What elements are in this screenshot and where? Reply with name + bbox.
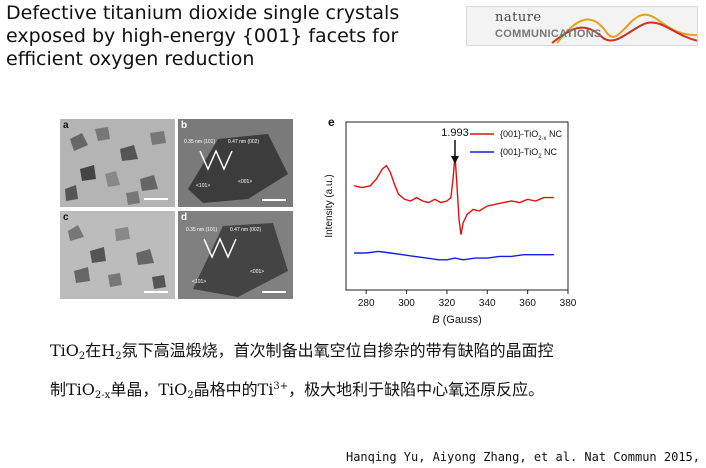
panel-d-annotation-1: 0.35 nm (101) bbox=[186, 227, 218, 233]
panel-d-annotation-2: 0.47 nm (002) bbox=[230, 227, 262, 233]
panel-label-b: b bbox=[181, 120, 188, 131]
plot-frame bbox=[345, 121, 569, 291]
micrograph-c-image bbox=[60, 211, 175, 299]
tem-micrograph-figure: a b 0.35 nm (101) 0.47 nm (002) <101> <0… bbox=[60, 119, 294, 300]
logo-wave-graphic bbox=[551, 13, 697, 44]
panel-label-e: e bbox=[328, 115, 335, 129]
peak-annotation-label: 1.993 bbox=[441, 127, 469, 139]
logo-word-communications: COMMUNICATIONS bbox=[495, 28, 602, 40]
citation: Hanqing Yu, Aiyong Zhang, et al. Nat Com… bbox=[345, 450, 700, 464]
desc-sub-2a: 2 bbox=[78, 351, 86, 362]
legend-label-subscript: 2-x bbox=[538, 136, 546, 142]
panel-d-annotation-4: <001> bbox=[250, 269, 265, 275]
x-tick-label: 320 bbox=[439, 298, 456, 309]
epr-spectrum-chart: 280 300 320 340 360 380 B (Gauss) Intensity (a.… bbox=[318, 110, 608, 330]
x-tick-label: 360 bbox=[519, 298, 536, 309]
x-tick-label: 380 bbox=[560, 298, 577, 309]
desc-l2-d: ，极大地利于缺陷中心氧还原反应。 bbox=[288, 380, 545, 399]
micrograph-panel-a: a bbox=[60, 119, 175, 207]
legend-label-0: {001}-TiO2-x NC bbox=[500, 129, 563, 142]
panel-d-annotation-3: <101> bbox=[192, 279, 207, 285]
x-axis-label-unit: (Gauss) bbox=[440, 314, 482, 326]
slide-title: Defective titanium dioxide single crysta… bbox=[6, 2, 400, 70]
desc-sup-3: 3+ bbox=[273, 381, 289, 392]
desc-l1-c: 氛下高温煅烧，首次制备出氧空位自掺杂的带有缺陷的晶面控 bbox=[121, 341, 554, 360]
panel-label-c: c bbox=[63, 212, 69, 223]
panel-b-annotation-3: <101> bbox=[196, 183, 211, 189]
x-axis-label-symbol: B bbox=[432, 314, 439, 326]
chinese-description: TiO2在H2氛下高温煅烧，首次制备出氧空位自掺杂的带有缺陷的晶面控 制TiO2… bbox=[50, 336, 670, 411]
panel-label-d: d bbox=[181, 212, 188, 223]
desc-l2-c: 晶格中的Ti bbox=[193, 380, 274, 399]
peak-arrow-head bbox=[450, 156, 459, 164]
legend-label-1: {001}-TiO2 NC bbox=[500, 147, 558, 160]
y-axis-label: Intensity (a.u.) bbox=[324, 174, 335, 237]
panel-b-annotation-2: 0.47 nm (002) bbox=[228, 139, 260, 145]
micrograph-d-image bbox=[178, 211, 293, 299]
series-line-1 bbox=[354, 250, 554, 261]
desc-sub-2x: 2-x bbox=[94, 390, 111, 401]
desc-sub-2b: 2 bbox=[115, 351, 122, 362]
description-line-2: 制TiO2-x单晶，TiO2晶格中的Ti3+，极大地利于缺陷中心氧还原反应。 bbox=[50, 372, 670, 411]
legend-label-tail: NC bbox=[547, 129, 563, 139]
x-tick-label: 300 bbox=[398, 298, 415, 309]
micrograph-panel-c: c bbox=[60, 211, 175, 299]
legend-label-main: {001}-TiO bbox=[500, 147, 538, 157]
x-tick-label: 280 bbox=[358, 298, 375, 309]
panel-b-annotation-4: <001> bbox=[238, 179, 253, 185]
desc-l1-b: 在H bbox=[85, 341, 116, 360]
desc-l1-a: TiO bbox=[50, 341, 79, 360]
series-line-0 bbox=[353, 155, 554, 235]
micrograph-a-image bbox=[60, 119, 175, 207]
legend-label-tail: NC bbox=[542, 147, 558, 157]
panel-label-a: a bbox=[63, 120, 69, 131]
micrograph-panel-d: d 0.35 nm (101) 0.47 nm (002) <101> <001… bbox=[178, 211, 293, 299]
panel-b-annotation-1: 0.35 nm (101) bbox=[184, 139, 216, 145]
desc-l2-a: 制TiO bbox=[50, 380, 95, 399]
x-tick-label: 340 bbox=[479, 298, 496, 309]
nature-communications-logo: nature COMMUNICATIONS bbox=[466, 6, 698, 46]
logo-word-nature: nature bbox=[495, 10, 542, 25]
micrograph-b-image bbox=[178, 119, 293, 207]
legend-label-main: {001}-TiO bbox=[500, 129, 538, 139]
legend-label-subscript: 2 bbox=[538, 154, 542, 160]
micrograph-panel-b: b 0.35 nm (101) 0.47 nm (002) <101> <001… bbox=[178, 119, 293, 207]
desc-sub-2c: 2 bbox=[187, 390, 194, 401]
desc-l2-b: 单晶，TiO bbox=[110, 380, 188, 399]
x-axis-label: B (Gauss) bbox=[432, 314, 482, 326]
description-line-1: TiO2在H2氛下高温煅烧，首次制备出氧空位自掺杂的带有缺陷的晶面控 bbox=[50, 336, 670, 372]
epr-chart-svg: 280 300 320 340 360 380 B (Gauss) Intensity (a.… bbox=[324, 115, 577, 326]
